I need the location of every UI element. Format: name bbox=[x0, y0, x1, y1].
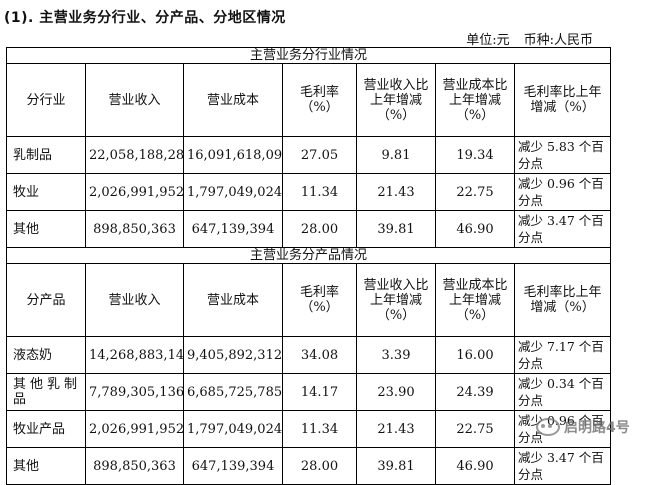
margin-cell: 11.34 bbox=[282, 410, 357, 448]
column-header: 营业收入 bbox=[85, 63, 184, 137]
cost-cell: 16,091,618,097 bbox=[183, 136, 283, 174]
table-row: 牧业 2,026,991,952 1,797,049,024 11.34 21.… bbox=[6, 173, 612, 211]
product-section-title-row: 主营业务分产品情况 bbox=[5, 247, 612, 264]
revenue-change-cell: 39.81 bbox=[356, 447, 436, 485]
margin-change-cell: 减少 0.34 个百分点 bbox=[513, 373, 612, 411]
column-header: 分产品 bbox=[6, 263, 86, 337]
cost-cell: 1,797,049,024 bbox=[183, 173, 283, 211]
margin-cell: 28.00 bbox=[282, 447, 357, 485]
cost-cell: 1,797,049,024 bbox=[183, 410, 283, 448]
table-row: 其他 898,850,363 647,139,394 28.00 39.81 4… bbox=[6, 210, 612, 248]
margin-change-cell: 减少 0.96 个百分点 bbox=[513, 173, 612, 211]
cost-change-cell: 46.90 bbox=[435, 447, 515, 485]
column-header: 营业收入比上年增减（%） bbox=[356, 263, 436, 337]
row-name: 其他 bbox=[6, 447, 86, 485]
margin-cell: 27.05 bbox=[282, 136, 357, 174]
column-header: 毛利率比上年增减（%） bbox=[513, 263, 612, 337]
revenue-cell: 22,058,188,285 bbox=[85, 136, 184, 174]
currency-label: 币种:人民币 bbox=[523, 33, 593, 48]
cost-cell: 6,685,725,785 bbox=[183, 373, 283, 411]
table-row: 其他乳制品 7,789,305,136 6,685,725,785 14.17 … bbox=[6, 373, 612, 411]
column-header: 营业成本 bbox=[183, 263, 283, 337]
industry-header-row: 分行业 营业收入 营业成本 毛利率（%） 营业收入比上年增减（%） 营业成本比上… bbox=[6, 63, 612, 137]
cost-change-cell: 16.00 bbox=[435, 336, 515, 374]
margin-change-cell: 减少 7.17 个百分点 bbox=[513, 336, 612, 374]
row-name: 其他 bbox=[6, 210, 86, 248]
margin-change-cell: 减少 3.47 个百分点 bbox=[513, 447, 612, 485]
column-header: 毛利率（%） bbox=[282, 63, 357, 137]
main-business-table: 主营业务分行业情况 分行业 营业收入 营业成本 毛利率（%） 营业收入比上年增减… bbox=[5, 47, 612, 485]
revenue-cell: 2,026,991,952 bbox=[85, 173, 184, 211]
table-row: 牧业产品 2,026,991,952 1,797,049,024 11.34 2… bbox=[6, 410, 612, 448]
cost-change-cell: 46.90 bbox=[435, 210, 515, 248]
unit-label: 单位:元 bbox=[466, 33, 510, 48]
table-row: 其他 898,850,363 647,139,394 28.00 39.81 4… bbox=[6, 447, 612, 485]
wechat-icon bbox=[536, 418, 560, 436]
cost-change-cell: 22.75 bbox=[435, 410, 515, 448]
table-row: 液态奶 14,268,883,149 9,405,892,312 34.08 3… bbox=[6, 336, 612, 374]
table-row: 乳制品 22,058,188,285 16,091,618,097 27.05 … bbox=[6, 136, 612, 174]
revenue-cell: 14,268,883,149 bbox=[85, 336, 184, 374]
row-name: 乳制品 bbox=[6, 136, 86, 174]
watermark: 启明路4号 bbox=[536, 417, 630, 437]
watermark-text: 启明路4号 bbox=[564, 420, 630, 436]
revenue-change-cell: 23.90 bbox=[356, 373, 436, 411]
column-header: 营业成本比上年增减（%） bbox=[435, 63, 515, 137]
margin-cell: 11.34 bbox=[282, 173, 357, 211]
column-header: 营业成本 bbox=[183, 63, 283, 137]
cost-cell: 647,139,394 bbox=[183, 447, 283, 485]
revenue-cell: 898,850,363 bbox=[85, 447, 184, 485]
cost-cell: 647,139,394 bbox=[183, 210, 283, 248]
revenue-change-cell: 21.43 bbox=[356, 410, 436, 448]
revenue-change-cell: 3.39 bbox=[356, 336, 436, 374]
product-section-title: 主营业务分产品情况 bbox=[5, 247, 612, 264]
column-header: 营业成本比上年增减（%） bbox=[435, 263, 515, 337]
column-header: 营业收入 bbox=[85, 263, 184, 337]
industry-section-title-row: 主营业务分行业情况 bbox=[5, 47, 612, 64]
revenue-cell: 898,850,363 bbox=[85, 210, 184, 248]
industry-section-title: 主营业务分行业情况 bbox=[5, 47, 612, 64]
column-header: 毛利率（%） bbox=[282, 263, 357, 337]
margin-cell: 14.17 bbox=[282, 373, 357, 411]
margin-cell: 34.08 bbox=[282, 336, 357, 374]
row-name: 液态奶 bbox=[6, 336, 86, 374]
product-header-row: 分产品 营业收入 营业成本 毛利率（%） 营业收入比上年增减（%） 营业成本比上… bbox=[6, 263, 612, 337]
cost-cell: 9,405,892,312 bbox=[183, 336, 283, 374]
margin-change-cell: 减少 3.47 个百分点 bbox=[513, 210, 612, 248]
margin-change-cell: 减少 5.83 个百分点 bbox=[513, 136, 612, 174]
revenue-change-cell: 21.43 bbox=[356, 173, 436, 211]
row-name: 牧业 bbox=[6, 173, 86, 211]
revenue-change-cell: 9.81 bbox=[356, 136, 436, 174]
column-header: 毛利率比上年增减（%） bbox=[513, 63, 612, 137]
column-header: 营业收入比上年增减（%） bbox=[356, 63, 436, 137]
revenue-cell: 2,026,991,952 bbox=[85, 410, 184, 448]
column-header: 分行业 bbox=[6, 63, 86, 137]
row-name: 其他乳制品 bbox=[6, 373, 86, 411]
cost-change-cell: 24.39 bbox=[435, 373, 515, 411]
row-name: 牧业产品 bbox=[6, 410, 86, 448]
cost-change-cell: 19.34 bbox=[435, 136, 515, 174]
cost-change-cell: 22.75 bbox=[435, 173, 515, 211]
unit-line: 单位:元 币种:人民币 bbox=[452, 29, 593, 48]
section-heading: (1). 主营业务分行业、分产品、分地区情况 bbox=[4, 10, 286, 26]
margin-cell: 28.00 bbox=[282, 210, 357, 248]
revenue-change-cell: 39.81 bbox=[356, 210, 436, 248]
revenue-cell: 7,789,305,136 bbox=[85, 373, 184, 411]
